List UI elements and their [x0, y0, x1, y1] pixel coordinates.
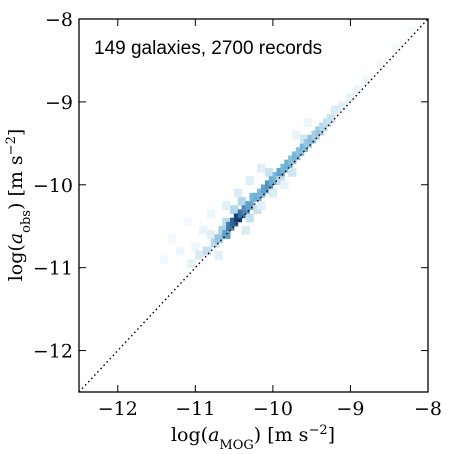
heatmap-cell: [202, 246, 212, 256]
heatmap-cell: [257, 201, 266, 210]
heatmap-cell: [292, 130, 301, 140]
plot-frame: [78, 18, 429, 393]
x-tick-label: −11: [175, 398, 215, 420]
heatmap-cell: [268, 188, 278, 198]
heatmap-cell: [237, 196, 246, 206]
y-tick-label: −10: [33, 175, 73, 197]
heatmap-cell: [354, 85, 363, 94]
heatmap-cell: [245, 176, 254, 186]
heatmap-cell: [198, 225, 208, 235]
heatmap-cell: [377, 60, 386, 69]
heatmap-cell: [187, 259, 196, 268]
y-tick-label: −11: [33, 258, 73, 280]
heatmap-cell: [241, 225, 250, 235]
heatmap-cell: [264, 167, 274, 177]
heatmap-cell: [175, 246, 184, 256]
x-tick-label: −10: [253, 398, 293, 420]
heatmap-cell: [160, 254, 169, 264]
heatmap-cell: [245, 213, 254, 223]
heatmap-cell: [233, 188, 243, 198]
heatmap-cells: [160, 27, 417, 268]
y-tick-label: −12: [33, 341, 73, 363]
heatmap-cell: [408, 27, 417, 36]
heatmap-cell: [229, 205, 239, 215]
heatmap-cell: [346, 93, 355, 103]
heatmap-cell: [245, 201, 254, 210]
ticks: −12 −11 −10 −9 −8 −12 −11 −10 −9 −8: [33, 9, 442, 420]
x-tick-label: −12: [98, 398, 138, 420]
annotation: 149 galaxies, 2700 records: [94, 38, 322, 59]
heatmap-cell: [330, 105, 340, 115]
heatmap-cell: [280, 180, 289, 190]
y-axis-label: log(aobs) [m s−2]: [4, 129, 34, 282]
heatmap-cell: [195, 250, 204, 260]
heatmap-cell: [392, 43, 402, 53]
heatmap-cell: [288, 167, 297, 177]
x-axis-label: log(aMOG) [m s−2]: [171, 423, 335, 453]
heatmap-cell: [222, 201, 231, 210]
heatmap-cell: [191, 242, 200, 252]
heatmap-cell: [167, 234, 177, 244]
heatmap-cell: [183, 217, 192, 227]
heatmap-cell: [214, 234, 223, 244]
x-tick-label: −8: [414, 398, 442, 420]
heatmap-cell: [222, 230, 231, 239]
y-tick-label: −8: [45, 9, 73, 31]
heatmap-cell: [303, 118, 312, 128]
heatmap-cell: [338, 101, 347, 111]
x-tick-label: −9: [336, 398, 364, 420]
heatmap-cell: [206, 209, 215, 219]
heatmap-cell: [206, 230, 215, 239]
heatmap-cell: [361, 76, 371, 86]
heatmap-cell: [326, 114, 336, 123]
heatmap-cell: [214, 250, 223, 260]
heatmap-cell: [257, 163, 266, 173]
y-tick-label: −9: [45, 92, 73, 114]
